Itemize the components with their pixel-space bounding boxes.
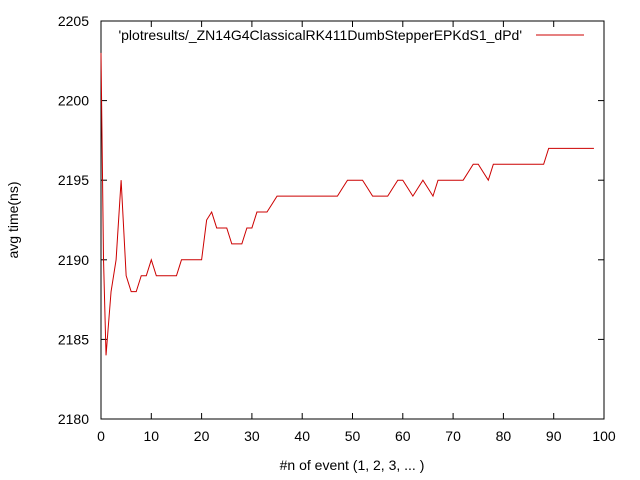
tick-labels: 0 10 20 30 40 50 60 70 80 90 100 2180 2185 2190 2195 22… [58, 13, 616, 444]
plot-frame [100, 20, 605, 420]
legend-label: 'plotresults/_ZN14G4ClassicalRK411DumbSt… [118, 27, 522, 43]
ticks [100, 20, 605, 420]
x-tick-label: 30 [244, 428, 260, 444]
x-tick-label: 80 [496, 428, 512, 444]
y-tick-label: 2200 [58, 93, 89, 109]
x-tick-label: 40 [294, 428, 310, 444]
x-axis-title: #n of event (1, 2, 3, ... ) [280, 457, 425, 473]
x-tick-label: 60 [395, 428, 411, 444]
series-line [100, 52, 594, 356]
y-tick-label: 2180 [58, 411, 89, 427]
y-tick-label: 2205 [58, 13, 89, 29]
y-tick-label: 2190 [58, 252, 89, 268]
legend: 'plotresults/_ZN14G4ClassicalRK411DumbSt… [118, 27, 584, 43]
x-tick-label: 100 [592, 428, 616, 444]
y-tick-label: 2195 [58, 172, 89, 188]
y-tick-label: 2185 [58, 331, 89, 347]
x-tick-label: 0 [97, 428, 105, 444]
x-tick-label: 10 [144, 428, 160, 444]
x-tick-label: 50 [345, 428, 361, 444]
x-tick-label: 90 [546, 428, 562, 444]
x-tick-label: 20 [194, 428, 210, 444]
x-tick-label: 70 [445, 428, 461, 444]
y-axis-title: avg time(ns) [5, 181, 21, 258]
